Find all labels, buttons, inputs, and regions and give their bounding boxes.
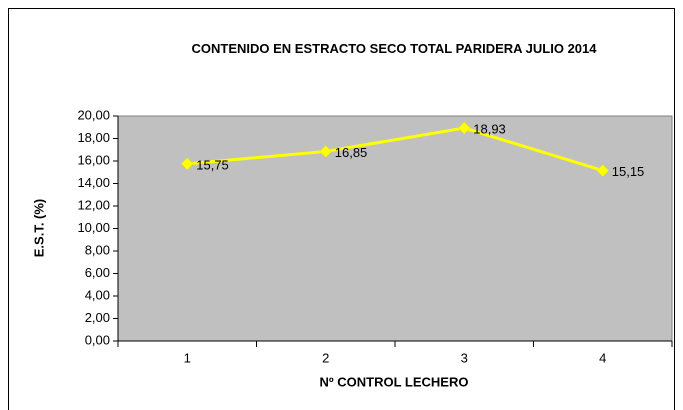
y-tick-label: 20,00 xyxy=(77,107,110,122)
data-point xyxy=(319,145,333,158)
y-axis-label: E.S.T. (%) xyxy=(31,199,46,258)
chart-border xyxy=(8,8,675,410)
y-tick-label: 2,00 xyxy=(85,310,110,325)
y-tick-label: 6,00 xyxy=(85,265,110,280)
data-point xyxy=(457,121,471,135)
data-label: 18,93 xyxy=(473,121,506,136)
x-tick-label: 2 xyxy=(322,350,329,365)
y-tick-label: 18,00 xyxy=(77,130,110,145)
y-tick-label: 8,00 xyxy=(85,242,110,257)
x-tick-label: 3 xyxy=(461,350,468,365)
data-point xyxy=(180,157,194,171)
x-tick-label: 4 xyxy=(599,350,606,365)
chart-title: CONTENIDO EN ESTRACTO SECO TOTAL PARIDER… xyxy=(191,41,597,56)
data-label: 15,15 xyxy=(612,164,645,179)
series-line xyxy=(187,126,604,172)
x-axis-label: Nº CONTROL LECHERO xyxy=(320,374,469,389)
y-tick-label: 16,00 xyxy=(77,152,110,167)
x-tick-label: 1 xyxy=(184,350,191,365)
data-label: 16,85 xyxy=(335,145,368,160)
y-tick-label: 0,00 xyxy=(85,332,110,347)
y-tick-label: 10,00 xyxy=(77,220,110,235)
y-tick-label: 14,00 xyxy=(77,175,110,190)
y-tick-label: 4,00 xyxy=(85,287,110,302)
data-point xyxy=(596,164,610,177)
plot-area xyxy=(117,115,673,342)
data-label: 15,75 xyxy=(196,157,229,172)
y-tick-label: 12,00 xyxy=(77,197,110,212)
